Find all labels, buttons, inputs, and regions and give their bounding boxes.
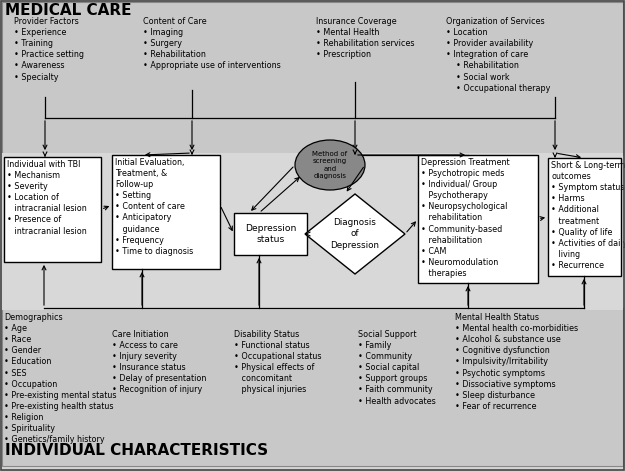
- Text: Insurance Coverage
• Mental Health
• Rehabilitation services
• Prescription: Insurance Coverage • Mental Health • Reh…: [316, 17, 414, 59]
- Text: Demographics
• Age
• Race
• Gender
• Education
• SES
• Occupation
• Pre-existing: Demographics • Age • Race • Gender • Edu…: [4, 313, 116, 444]
- Text: Depression
status: Depression status: [245, 224, 296, 244]
- Text: Disability Status
• Functional status
• Occupational status
• Physical effects o: Disability Status • Functional status • …: [234, 330, 321, 395]
- Text: Social Support
• Family
• Community
• Social capital
• Support groups
• Faith co: Social Support • Family • Community • So…: [358, 330, 436, 406]
- Ellipse shape: [295, 140, 365, 190]
- Text: Initial Evaluation,
Treatment, &
Follow-up
• Setting
• Content of care
• Anticip: Initial Evaluation, Treatment, & Follow-…: [115, 158, 193, 256]
- Bar: [2, 2, 623, 155]
- Bar: [112, 155, 220, 269]
- Text: Short & Long-term
outcomes
• Symptom status
• Harms
• Additional
   treatment
• : Short & Long-term outcomes • Symptom sta…: [551, 161, 625, 270]
- Text: Diagnosis
of
Depression: Diagnosis of Depression: [331, 219, 379, 250]
- Text: MEDICAL CARE: MEDICAL CARE: [5, 3, 131, 18]
- Text: Content of Care
• Imaging
• Surgery
• Rehabilitation
• Appropriate use of interv: Content of Care • Imaging • Surgery • Re…: [143, 17, 281, 70]
- Text: INDIVIDUAL CHARACTERISTICS: INDIVIDUAL CHARACTERISTICS: [5, 443, 268, 458]
- Text: Provider Factors
• Experience
• Training
• Practice setting
• Awareness
• Specia: Provider Factors • Experience • Training…: [14, 17, 84, 81]
- Text: Method of
screening
and
diagnosis: Method of screening and diagnosis: [312, 151, 348, 179]
- Bar: [4, 157, 101, 262]
- Bar: [234, 213, 307, 255]
- Text: Organization of Services
• Location
• Provider availability
• Integration of car: Organization of Services • Location • Pr…: [446, 17, 551, 93]
- Text: Mental Health Status
• Mental health co-morbidities
• Alcohol & substance use
• : Mental Health Status • Mental health co-…: [455, 313, 578, 411]
- Bar: [548, 158, 621, 276]
- Text: Individual with TBI
• Mechanism
• Severity
• Location of
   intracranial lesion
: Individual with TBI • Mechanism • Severi…: [7, 160, 87, 236]
- Polygon shape: [305, 194, 405, 274]
- Bar: [418, 155, 538, 283]
- Text: Depression Treatment
• Psychotropic meds
• Individual/ Group
   Psychotherapy
• : Depression Treatment • Psychotropic meds…: [421, 158, 509, 278]
- Bar: [2, 153, 623, 310]
- Text: Care Initiation
• Access to care
• Injury severity
• Insurance status
• Delay of: Care Initiation • Access to care • Injur…: [112, 330, 206, 395]
- Bar: [2, 308, 623, 466]
